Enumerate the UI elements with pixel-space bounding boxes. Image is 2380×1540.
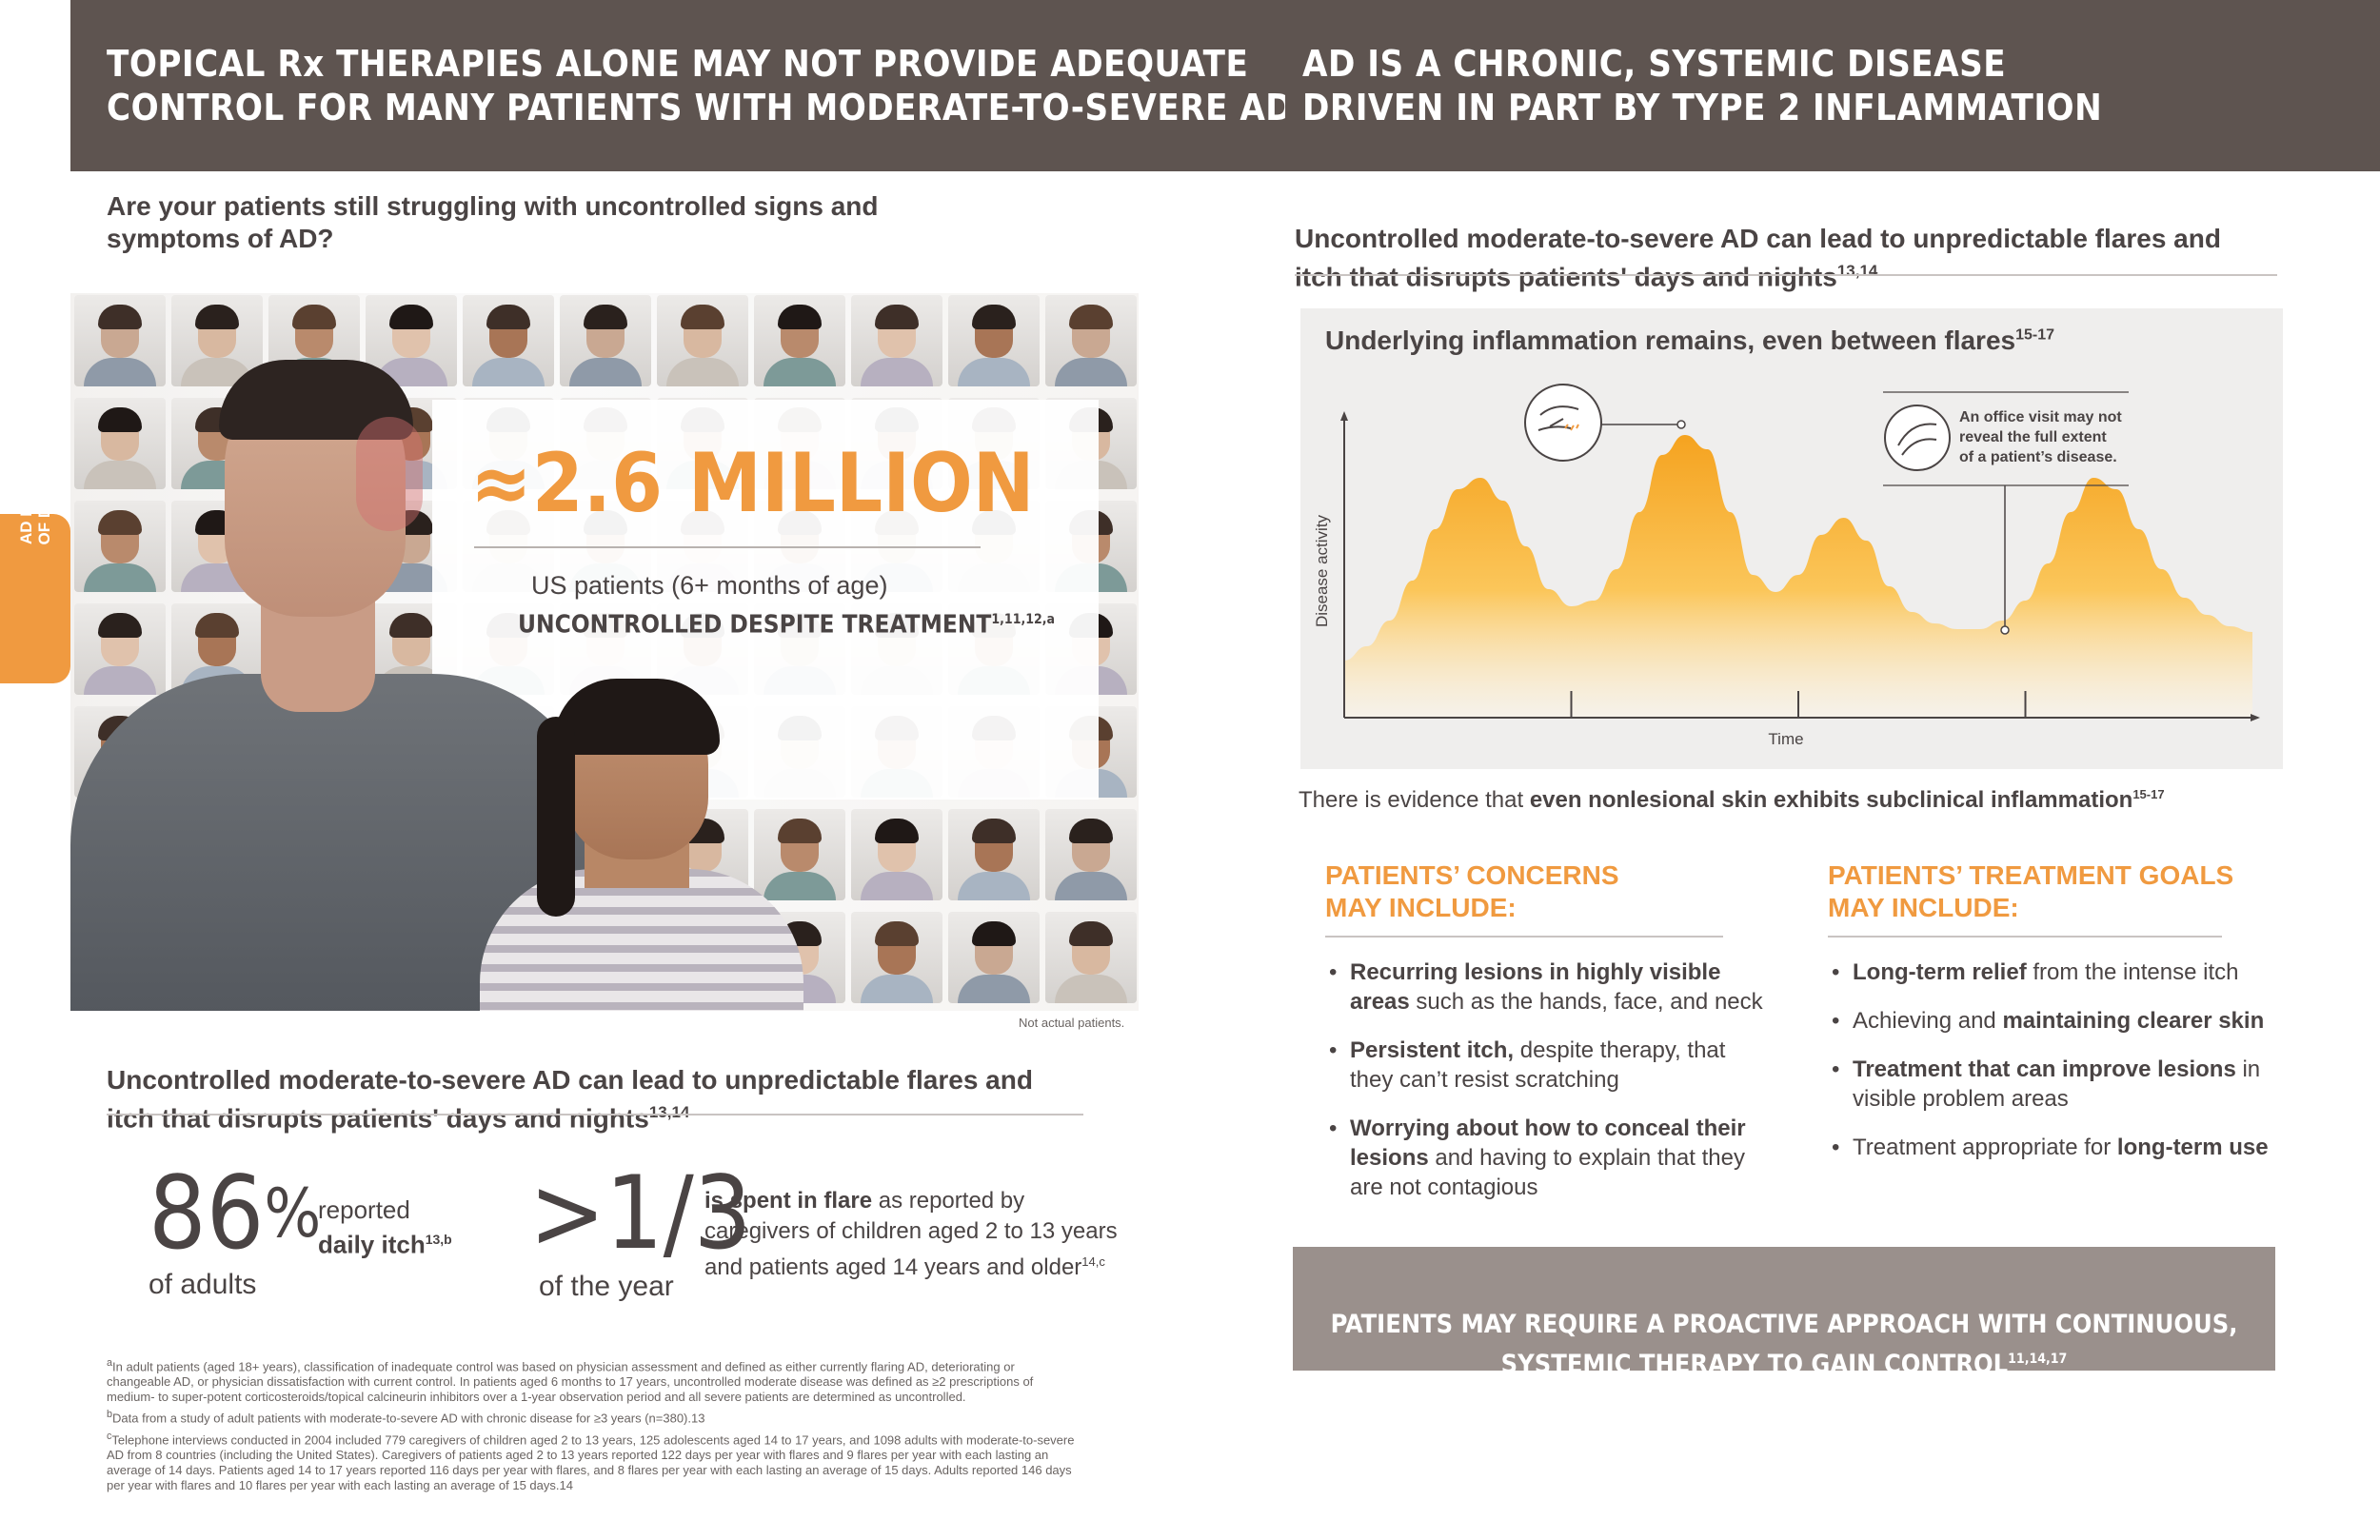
not-actual-patients-note: Not actual patients. <box>1019 1016 1125 1030</box>
left-question: Are your patients still struggling with … <box>107 191 879 253</box>
list-item: Long-term relief from the intense itch <box>1830 958 2277 987</box>
right-subhead-flares: Uncontrolled moderate-to-severe AD can l… <box>1295 224 2221 292</box>
side-tab[interactable]: AD BURDEN OF DISEASE <box>0 447 70 683</box>
left-header-title: TOPICAL Rx THERAPIES ALONE MAY NOT PROVI… <box>107 43 1294 128</box>
face-thumbnail <box>851 912 942 1003</box>
goals-list: Long-term relief from the intense itch A… <box>1830 958 2277 1181</box>
right-header-title: AD IS A CHRONIC, SYSTEMIC DISEASE DRIVEN… <box>1302 43 2103 128</box>
goals-rule <box>1828 936 2222 938</box>
footnotes: aIn adult patients (aged 18+ years), cla… <box>107 1355 1078 1493</box>
face-thumbnail <box>560 295 651 386</box>
concerns-list: Recurring lesions in highly visible area… <box>1327 958 1765 1221</box>
x-ticks <box>1570 691 2027 718</box>
concerns-rule <box>1325 936 1723 938</box>
x-axis-arrow <box>2251 714 2260 721</box>
stat-86-reported: reported <box>318 1195 410 1224</box>
inflammation-chart: Time Disease activity <box>1313 384 2260 748</box>
list-item: Achieving and maintaining clearer skin <box>1830 1006 2277 1036</box>
x-axis-label: Time <box>1768 730 1803 748</box>
list-item: Recurring lesions in highly visible area… <box>1327 958 1765 1017</box>
banner-text: PATIENTS MAY REQUIRE A PROACTIVE APPROAC… <box>1330 1310 2238 1379</box>
scratching-hand-icon <box>1524 384 1602 462</box>
left-subhead-rule <box>107 1114 1083 1116</box>
list-item: Treatment appropriate for long-term use <box>1830 1133 2277 1162</box>
face-thumbnail <box>171 295 263 386</box>
face-thumbnail <box>1045 809 1137 900</box>
left-header-bar <box>70 0 1285 171</box>
disease-activity-area <box>1344 435 2252 718</box>
stat-third-line1: is spent in flare as reported by <box>704 1188 1025 1214</box>
footnote-b: bData from a study of adult patients wit… <box>107 1409 705 1426</box>
face-thumbnail <box>948 912 1040 1003</box>
stat-86-number: 86% <box>149 1155 322 1272</box>
y-axis-arrow <box>1340 411 1348 421</box>
stat-86-daily-itch: daily itch13,b <box>318 1230 452 1259</box>
evidence-text: There is evidence that even nonlesional … <box>1299 787 2165 813</box>
concerns-title: PATIENTS’ CONCERNS MAY INCLUDE: <box>1325 860 1619 922</box>
stat-third-caption: of the year <box>539 1271 674 1302</box>
face-thumbnail <box>754 809 845 900</box>
proactive-banner <box>1293 1247 2275 1371</box>
uncontrolled-label: UNCONTROLLED DESPITE TREATMENT1,11,12,a <box>518 610 1056 640</box>
left-subhead-flares: Uncontrolled moderate-to-severe AD can l… <box>107 1065 1033 1134</box>
right-header-bar <box>1285 0 2380 171</box>
footnote-c: cTelephone interviews conducted in 2004 … <box>107 1430 1075 1492</box>
y-axis-label: Disease activity <box>1313 514 1331 627</box>
photo-collage: ≈2.6 MILLION US patients (6+ months of a… <box>70 293 1139 1011</box>
million-rule <box>474 546 981 548</box>
us-patients-label: US patients (6+ months of age) <box>531 571 888 600</box>
list-item: Worrying about how to conceal their lesi… <box>1327 1114 1765 1202</box>
child-patient-photo <box>470 679 813 1011</box>
stat-third-line3: and patients aged 14 years and older14,c <box>704 1254 1105 1280</box>
itch-callout <box>1524 384 1686 462</box>
footnote-a: aIn adult patients (aged 18+ years), cla… <box>107 1357 1034 1405</box>
chart-title: Underlying inflammation remains, even be… <box>1325 326 2055 355</box>
skin-icon <box>1884 405 1951 471</box>
million-figure: ≈2.6 MILLION <box>470 436 1035 531</box>
face-thumbnail <box>851 809 942 900</box>
face-thumbnail <box>74 501 166 592</box>
list-item: Treatment that can improve lesions in vi… <box>1830 1055 2277 1114</box>
office-visit-text: An office visit may not reveal the full … <box>1959 409 2122 465</box>
face-thumbnail <box>1045 912 1137 1003</box>
face-thumbnail <box>948 809 1040 900</box>
stat-86-caption: of adults <box>149 1269 257 1300</box>
face-thumbnail <box>463 295 554 386</box>
right-subhead-rule <box>1295 274 2277 276</box>
stat-third-line2: caregivers of children aged 2 to 13 year… <box>704 1218 1118 1244</box>
face-thumbnail <box>74 295 166 386</box>
face-thumbnail <box>74 398 166 489</box>
adult-patient-photo <box>70 350 604 1011</box>
face-thumbnail <box>1045 295 1137 386</box>
face-thumbnail <box>851 295 942 386</box>
list-item: Persistent itch, despite therapy, that t… <box>1327 1036 1765 1095</box>
goals-title: PATIENTS’ TREATMENT GOALS MAY INCLUDE: <box>1828 860 2234 922</box>
face-thumbnail <box>948 295 1040 386</box>
face-thumbnail <box>657 295 748 386</box>
face-thumbnail <box>754 295 845 386</box>
office-visit-callout <box>1883 391 2129 635</box>
face-thumbnail <box>74 603 166 695</box>
stat-third-number: >1/3 <box>529 1155 752 1272</box>
side-tab-label: AD BURDEN OF DISEASE <box>17 446 53 545</box>
